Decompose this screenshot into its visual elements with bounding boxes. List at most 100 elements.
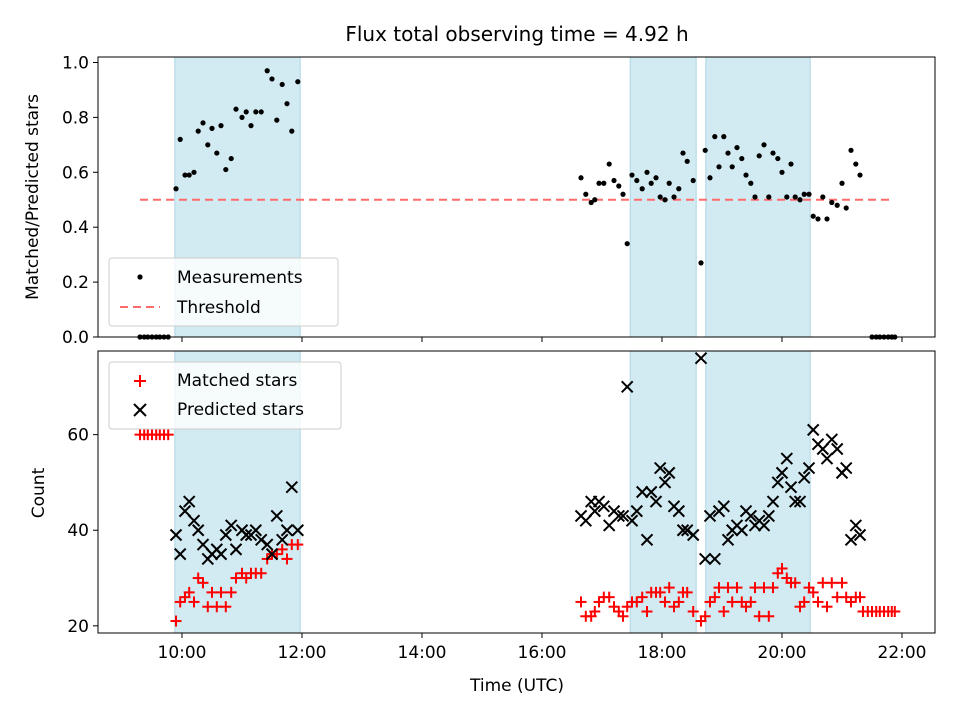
bottom-legend-box	[108, 361, 342, 430]
predicted-star-marker	[224, 519, 238, 532]
matched-star-marker	[654, 586, 666, 598]
predicted-star-marker	[173, 547, 187, 561]
matched-star-marker	[631, 596, 643, 608]
predicted-star-marker	[280, 524, 294, 537]
bottom-y-axis-label: Count	[29, 467, 49, 518]
measurement-point	[752, 194, 758, 200]
predicted-star-marker	[635, 485, 649, 499]
measurement-point	[690, 177, 696, 184]
matched-star-marker	[617, 610, 629, 622]
predicted-star-marker	[853, 528, 867, 542]
bottom-y-tick-label: 40	[67, 521, 89, 541]
measurement-point	[820, 194, 826, 200]
measurement-point	[243, 109, 249, 115]
measurement-point	[829, 199, 835, 206]
predicted-star-marker	[644, 485, 658, 499]
legend-threshold-label: Threshold	[176, 298, 261, 318]
matched-star-marker	[292, 539, 304, 551]
measurement-point	[264, 68, 270, 74]
measurement-point	[239, 114, 245, 120]
legend-predicted-marker	[133, 403, 147, 417]
x-tick-label: 20:00	[758, 643, 807, 663]
measurement-point	[725, 150, 731, 156]
measurement-point	[702, 147, 708, 153]
predicted-star-marker	[602, 519, 616, 532]
x-tick-label: 18:00	[638, 643, 687, 663]
measurement-point	[258, 109, 264, 115]
measurement-point	[228, 155, 234, 162]
measurement-point	[801, 191, 807, 197]
matched-star-marker	[589, 605, 601, 617]
predicted-star-marker	[187, 514, 201, 527]
measurement-point	[766, 194, 772, 200]
measurement-point	[779, 169, 785, 175]
predicted-star-marker	[849, 519, 863, 532]
measurement-point	[274, 117, 280, 123]
measurement-point	[839, 180, 845, 186]
measurement-point	[177, 136, 183, 142]
predicted-star-marker	[676, 524, 690, 537]
measurement-point	[233, 106, 239, 112]
predicted-star-marker	[260, 538, 274, 551]
measurement-point	[743, 172, 749, 178]
measurement-point	[707, 175, 713, 181]
matched-star-marker	[255, 567, 267, 579]
bottom-y-tick-label: 60	[67, 426, 89, 446]
matched-star-marker	[740, 601, 752, 613]
predicted-star-marker	[649, 495, 663, 508]
predicted-star-marker	[788, 495, 802, 508]
matched-star-marker	[183, 586, 195, 598]
predicted-star-marker	[612, 509, 626, 523]
predicted-star-marker	[703, 509, 717, 523]
measurement-point	[279, 81, 285, 88]
measurement-point	[186, 172, 192, 178]
matched-star-marker	[704, 596, 716, 608]
measurement-point	[578, 175, 584, 181]
predicted-star-marker	[717, 500, 731, 513]
predicted-star-marker	[708, 552, 722, 566]
matched-star-marker	[767, 582, 779, 594]
measurement-point	[824, 216, 830, 222]
measurement-point	[248, 123, 254, 129]
predicted-star-marker	[249, 524, 263, 537]
bottom-x-ticks: 10:00 12:00 14:00 16:00 18:00 20:00 22:00	[158, 633, 927, 663]
measurement-point	[761, 142, 767, 148]
measurement-points	[137, 68, 898, 340]
predicted-star-marker	[219, 528, 233, 542]
measurement-point	[784, 194, 790, 200]
predicted-star-marker	[797, 471, 811, 484]
legend-matched-label: Matched stars	[177, 371, 297, 391]
measurement-point	[676, 186, 682, 192]
measurement-point	[739, 155, 745, 162]
measurement-point	[853, 161, 859, 167]
predicted-star-marker	[616, 509, 630, 523]
measurement-point	[624, 241, 630, 247]
matched-star-marker	[889, 605, 901, 617]
measurement-point	[810, 213, 816, 219]
measurement-point	[698, 260, 704, 266]
matched-star-marker	[593, 596, 605, 608]
measurement-point	[284, 101, 290, 107]
matched-star-marker	[220, 601, 232, 613]
measurement-point	[200, 120, 206, 126]
predicted-star-marker	[630, 504, 644, 518]
x-tick-label: 22:00	[878, 643, 927, 663]
top-y-ticks: 0.0 0.2 0.4 0.6 0.8 1.0	[62, 53, 98, 348]
top-x-ticks	[181, 337, 903, 342]
matched-star-marker	[812, 596, 824, 608]
predicted-star-marker	[784, 481, 798, 494]
measurement-point	[611, 177, 617, 184]
measurement-point	[748, 180, 754, 186]
matched-star-marker	[681, 586, 693, 598]
bottom-shaded-interval-3	[705, 350, 811, 634]
measurement-point	[815, 216, 821, 222]
matched-star-marker	[276, 543, 288, 555]
top-legend: Measurements Threshold	[108, 257, 339, 327]
matched-star-marker	[281, 553, 293, 565]
matched-star-marker	[225, 586, 237, 598]
measurement-point	[295, 79, 301, 85]
matched-star-marker	[776, 562, 788, 574]
predicted-star-marker	[178, 504, 192, 518]
matched-star-marker	[663, 582, 675, 594]
measurement-point	[756, 153, 762, 159]
